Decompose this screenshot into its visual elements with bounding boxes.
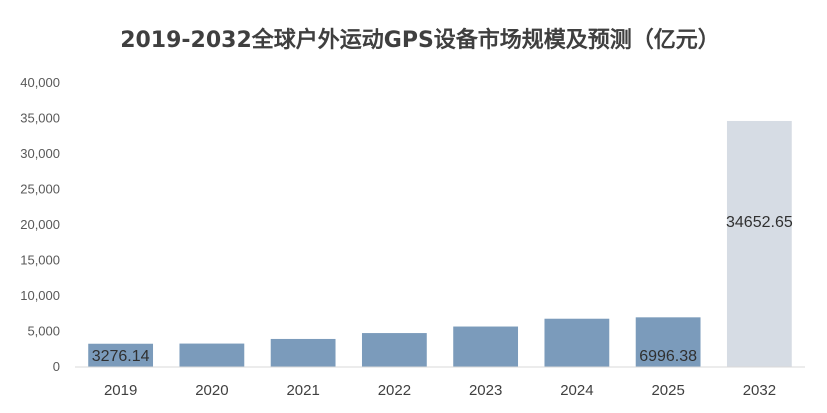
y-tick-label: 25,000 [20, 182, 60, 197]
x-tick-label: 2023 [469, 382, 502, 399]
bar-2019 [88, 343, 154, 367]
x-tick-label: 2021 [286, 382, 319, 399]
x-tick-label: 2025 [651, 382, 684, 399]
chart-title: 2019-2032全球户外运动GPS设备市场规模及预测（亿元） [120, 27, 720, 53]
bar-2020 [179, 343, 245, 367]
bar-2023 [453, 326, 519, 367]
y-tick-label: 15,000 [20, 253, 60, 268]
y-tick-label: 40,000 [20, 75, 60, 90]
bar-2022 [361, 333, 427, 367]
y-tick-label: 30,000 [20, 146, 60, 161]
y-axis: 0 5,000 10,000 15,000 20,000 25,000 30,000 35,0… [20, 75, 60, 374]
y-tick-label: 35,000 [20, 111, 60, 126]
x-tick-label: 2024 [560, 382, 593, 399]
y-tick-label: 5,000 [27, 324, 60, 339]
data-label-2019: 3276.14 [92, 348, 150, 365]
bar-2025 [635, 317, 701, 367]
x-tick-label: 2032 [743, 382, 776, 399]
data-labels: 3276.14 6996.38 34652.65 [92, 214, 793, 365]
y-tick-label: 0 [53, 359, 60, 374]
bar-series [88, 120, 792, 367]
bar-2032 [726, 120, 792, 367]
x-axis: 2019 2020 2021 2022 2023 2024 2025 2032 [104, 382, 776, 399]
x-tick-label: 2022 [378, 382, 411, 399]
x-tick-label: 2019 [104, 382, 137, 399]
y-tick-label: 20,000 [20, 217, 60, 232]
data-label-2025: 6996.38 [639, 348, 697, 365]
bar-2024 [544, 318, 610, 367]
data-label-2032: 34652.65 [726, 214, 793, 231]
y-tick-label: 10,000 [20, 288, 60, 303]
bar-2021 [270, 338, 336, 367]
x-tick-label: 2020 [195, 382, 228, 399]
